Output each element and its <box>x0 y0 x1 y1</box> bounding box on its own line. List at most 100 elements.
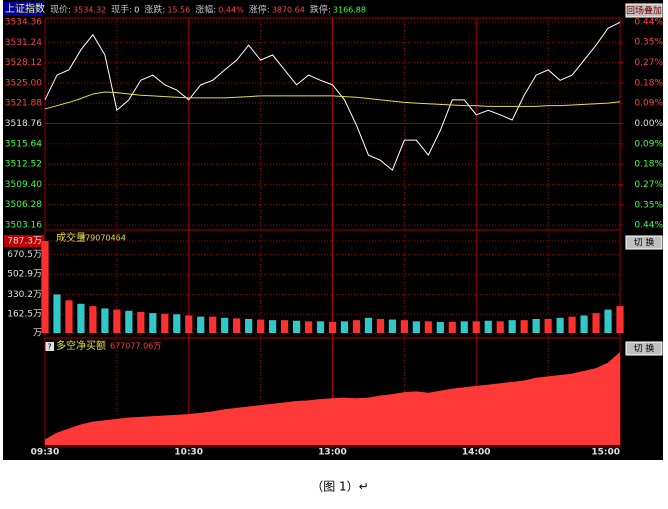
volume-bar <box>580 315 588 333</box>
x-tick-label: 13:00 <box>318 448 347 458</box>
y-tick-label: 787.3万 <box>7 237 42 247</box>
volume-bar <box>388 319 396 333</box>
volume-bar <box>436 321 444 333</box>
volume-bar <box>137 311 145 333</box>
y-tick-label: 3515.64 <box>5 139 42 149</box>
volume-bar <box>292 320 301 333</box>
y-tick-label: 3503.16 <box>5 221 42 231</box>
volume-bar <box>149 313 157 333</box>
volume-bar <box>544 318 552 333</box>
price-line <box>44 21 621 171</box>
volume-bar <box>304 321 313 333</box>
y-tick-label: 万 <box>33 329 42 339</box>
field-label: 涨停: <box>249 4 270 16</box>
volume-bar <box>197 316 205 333</box>
volume-bar <box>352 320 361 333</box>
volume-bar <box>113 309 121 333</box>
y-tick-label: 162.5万 <box>7 310 42 320</box>
field-value: 3166.88 <box>333 6 366 15</box>
net-value: 677077.06万 <box>110 342 161 351</box>
volume-bar <box>269 320 277 333</box>
y-tick-label: 670.5万 <box>7 250 42 260</box>
field-value: 0 <box>134 6 139 15</box>
tick-highlight <box>4 235 44 247</box>
switch-button[interactable] <box>625 235 663 250</box>
stock-title: 上证指数 <box>5 2 45 15</box>
volume-bar <box>556 317 564 333</box>
volume-bar <box>125 310 133 333</box>
switch-button-label[interactable]: 切 换 <box>634 343 655 355</box>
y2-tick-label: 0.44% <box>634 18 663 28</box>
y-tick-label: 3521.88 <box>5 99 42 109</box>
y2-tick-label: 0.09% <box>634 99 663 109</box>
x-tick-label: 14:00 <box>462 448 491 458</box>
volume-bar <box>257 319 265 333</box>
y-tick-label: 3534.36 <box>5 18 42 28</box>
field-label: 跌停: <box>310 4 331 16</box>
volume-bar <box>568 316 576 333</box>
volume-bar <box>280 320 289 333</box>
volume-bar <box>448 321 456 333</box>
switch-button[interactable] <box>625 341 663 356</box>
y-tick-label: 330.2万 <box>7 290 42 300</box>
volume-bar <box>412 321 420 333</box>
y2-tick-label: 0.09% <box>634 139 663 149</box>
volume-bar <box>185 315 193 333</box>
y-tick-label: 3509.40 <box>5 180 42 190</box>
volume-bar <box>65 300 73 333</box>
x-tick-label: 15:00 <box>591 448 620 458</box>
field-label: 涨幅: <box>195 4 216 16</box>
y-tick-label: 3506.28 <box>5 200 42 210</box>
y-tick-label: 3528.12 <box>5 58 42 68</box>
caption: （图 1）↵ <box>311 480 369 494</box>
field-label: 涨跌: <box>144 5 165 16</box>
y2-tick-label: 0.44% <box>634 221 663 231</box>
price-line <box>44 91 621 110</box>
field-label: 现价: <box>50 5 71 16</box>
volume-bar <box>89 306 97 333</box>
volume-bar <box>532 318 540 333</box>
volume-bar <box>101 308 109 333</box>
volume-bar <box>53 294 61 333</box>
net-title: 多空净买额 <box>56 339 106 352</box>
volume-bar <box>209 316 217 333</box>
volume-bar <box>472 321 480 333</box>
help-icon[interactable] <box>45 342 54 351</box>
field-value: 3870.64 <box>272 6 305 15</box>
y-tick-label: 502.9万 <box>7 270 42 280</box>
overlay-button[interactable] <box>625 3 663 18</box>
x-tick-label: 09:30 <box>31 448 60 458</box>
volume-bar <box>364 317 373 333</box>
y2-tick-label: 0.35% <box>634 200 663 210</box>
switch-button-label[interactable]: 切 换 <box>634 237 655 249</box>
volume-bar <box>77 303 85 333</box>
y2-tick-label: 0.18% <box>634 160 663 170</box>
field-label: 现手: <box>111 4 132 16</box>
field-value: 3534.32 <box>73 6 106 15</box>
y-tick-label: 3531.24 <box>5 38 42 48</box>
y-tick-label: 3525.00 <box>5 78 42 88</box>
volume-bar <box>520 320 528 333</box>
net-area <box>45 352 620 445</box>
volume-bar <box>604 309 612 333</box>
volume-bar <box>508 320 516 333</box>
volume-bar <box>328 321 337 333</box>
overlay-button-label[interactable]: 回场叠加 <box>626 6 662 17</box>
volume-bar <box>592 313 600 333</box>
volume-bar <box>340 321 349 333</box>
volume-total: 379070464 <box>80 234 126 243</box>
help-icon-mark: ? <box>47 343 51 352</box>
y-tick-label: 3518.76 <box>5 119 42 129</box>
volume-bar <box>616 306 624 333</box>
volume-bar <box>161 313 169 333</box>
field-value: 15.56 <box>167 6 190 15</box>
y-tick-label: 3512.52 <box>5 160 42 170</box>
volume-bar <box>376 318 385 333</box>
volume-bar <box>233 318 241 333</box>
y2-tick-label: 0.35% <box>634 38 663 48</box>
volume-bar <box>41 241 49 333</box>
x-tick-label: 10:30 <box>174 448 203 458</box>
volume-bar <box>460 321 468 333</box>
volume-bar <box>484 320 492 333</box>
